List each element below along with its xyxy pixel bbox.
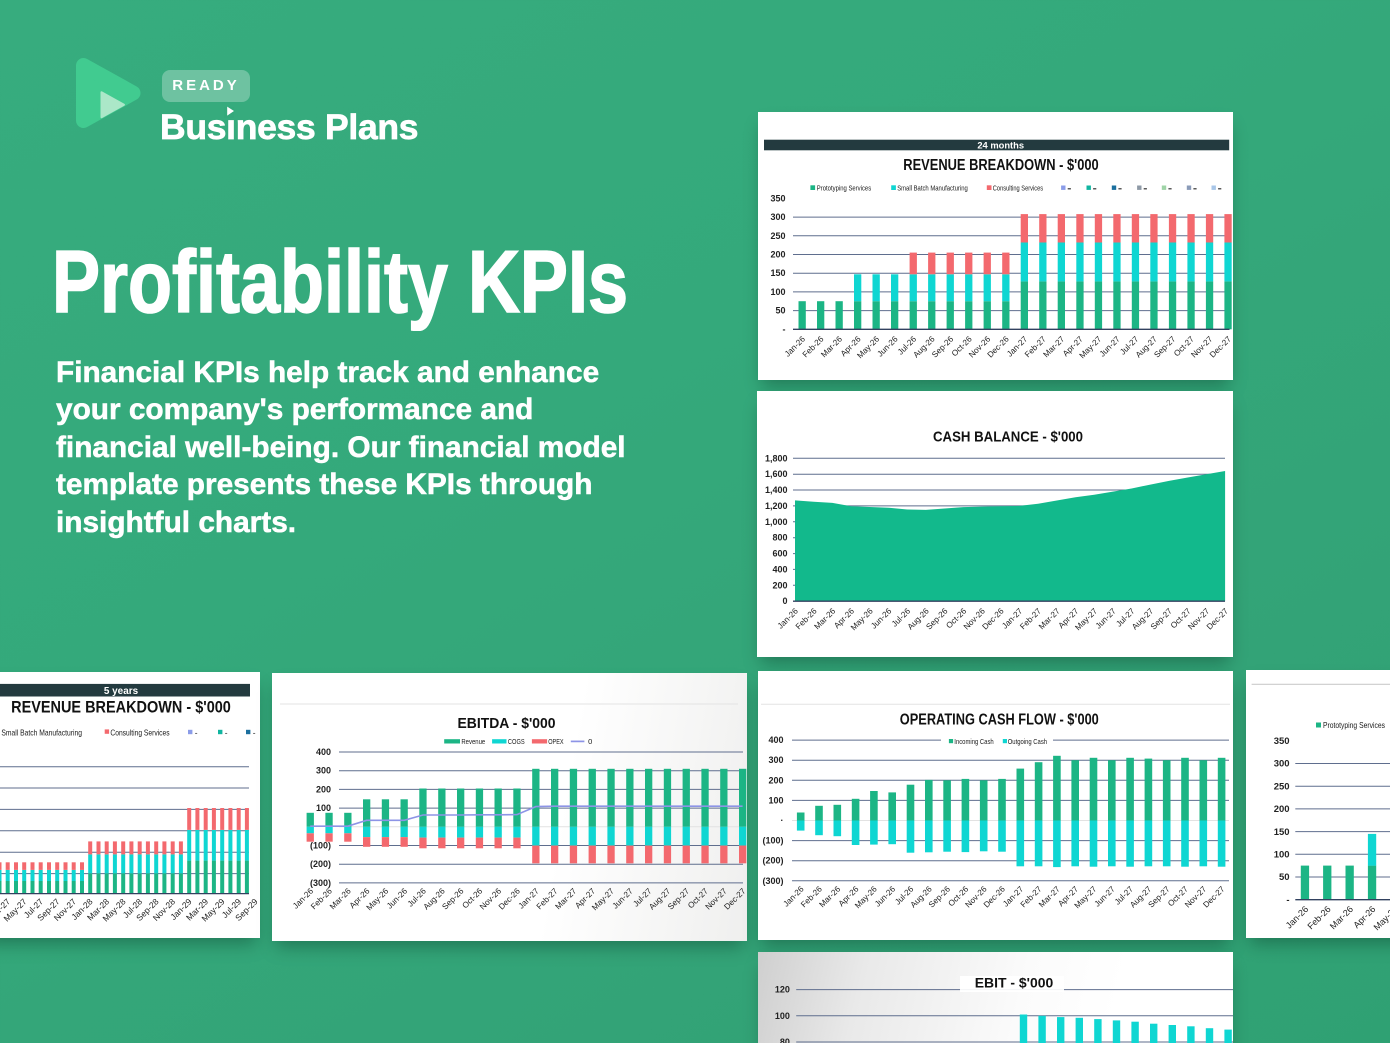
svg-text:Mar-27: Mar-27: [1037, 606, 1062, 631]
svg-text:-: -: [1287, 895, 1290, 906]
svg-text:REVENUE BREAKDOWN - $'000: REVENUE BREAKDOWN - $'000: [903, 157, 1098, 174]
svg-text:OPERATING CASH FLOW - $'000: OPERATING CASH FLOW - $'000: [900, 711, 1099, 728]
svg-text:Mar-27: Mar-27: [553, 886, 578, 911]
svg-text:Consulting Services: Consulting Services: [110, 728, 169, 738]
svg-text:Dec-26: Dec-26: [986, 334, 1011, 359]
svg-text:Sep-26: Sep-26: [924, 606, 949, 631]
svg-text:1,800: 1,800: [765, 453, 788, 463]
svg-text:Sep-26: Sep-26: [930, 334, 955, 359]
svg-text:Prototyping Services: Prototyping Services: [1323, 719, 1385, 729]
svg-text:Jun-27: Jun-27: [1098, 334, 1122, 358]
svg-text:1,200: 1,200: [765, 501, 788, 511]
svg-text:0: 0: [588, 737, 592, 746]
svg-text:Mar-26: Mar-26: [819, 334, 844, 359]
svg-text:100: 100: [1274, 849, 1290, 860]
svg-text:150: 150: [770, 268, 785, 278]
svg-text:300: 300: [315, 765, 330, 775]
svg-text:Small Batch Manufacturing: Small Batch Manufacturing: [897, 184, 968, 193]
svg-text:Sep-27: Sep-27: [1149, 606, 1174, 631]
svg-text:800: 800: [772, 533, 787, 543]
svg-text:400: 400: [315, 747, 330, 757]
svg-text:EBIT - $'000: EBIT - $'000: [975, 976, 1054, 991]
svg-text:Jun-26: Jun-26: [873, 884, 897, 908]
svg-text:(300): (300): [762, 875, 783, 885]
svg-text:600: 600: [772, 549, 787, 559]
svg-text:Jan-26: Jan-26: [1284, 904, 1311, 931]
svg-text:EBITDA - $'000: EBITDA - $'000: [457, 716, 555, 732]
svg-text:-: -: [195, 728, 198, 738]
svg-text:Outgoing Cash: Outgoing Cash: [1008, 736, 1047, 745]
svg-text:300: 300: [770, 212, 785, 222]
svg-text:50: 50: [1279, 872, 1290, 883]
svg-text:COGS: COGS: [507, 737, 524, 746]
svg-text:200: 200: [768, 775, 783, 785]
svg-text:100: 100: [768, 795, 783, 805]
svg-text:200: 200: [772, 580, 787, 590]
svg-text:Sep-27: Sep-27: [1152, 334, 1177, 359]
svg-text:300: 300: [1274, 758, 1290, 769]
svg-text:400: 400: [772, 564, 787, 574]
svg-text:Consulting Services: Consulting Services: [993, 184, 1043, 193]
svg-text:·: ·: [781, 815, 784, 825]
svg-text:Dec-27: Dec-27: [1205, 606, 1230, 631]
svg-text:300: 300: [768, 755, 783, 765]
svg-text:1,400: 1,400: [765, 485, 788, 495]
svg-text:Prototyping Services: Prototyping Services: [817, 184, 872, 193]
svg-text:50: 50: [775, 306, 785, 316]
svg-text:(100): (100): [309, 840, 330, 850]
svg-text:250: 250: [770, 231, 785, 241]
svg-text:24 months: 24 months: [977, 140, 1024, 151]
svg-text:200: 200: [1274, 804, 1290, 815]
svg-text:1,600: 1,600: [765, 469, 788, 479]
svg-text:Dec-26: Dec-26: [496, 886, 521, 911]
svg-text:Jun-27: Jun-27: [1094, 606, 1118, 630]
svg-text:CASH BALANCE - $'000: CASH BALANCE - $'000: [933, 428, 1083, 445]
svg-text:Small Batch Manufacturing: Small Batch Manufacturing: [1, 728, 82, 738]
svg-text:120: 120: [775, 985, 790, 995]
svg-text:Jun-26: Jun-26: [869, 606, 893, 630]
svg-text:350: 350: [1274, 736, 1290, 747]
svg-text:Dec-26: Dec-26: [981, 606, 1006, 631]
svg-text:250: 250: [1274, 781, 1290, 792]
svg-text:0: 0: [782, 596, 787, 606]
svg-text:Jun-27: Jun-27: [610, 886, 634, 910]
svg-text:-: -: [253, 728, 256, 738]
svg-text:Jun-26: Jun-26: [876, 334, 900, 358]
svg-text:200: 200: [770, 250, 785, 260]
svg-text:REVENUE BREAKDOWN - $'000: REVENUE BREAKDOWN - $'000: [11, 698, 231, 717]
svg-text:(100): (100): [762, 835, 783, 845]
svg-text:Sep-27: Sep-27: [666, 886, 691, 911]
svg-text:Mar-26: Mar-26: [818, 884, 843, 909]
svg-text:Feb-26: Feb-26: [1306, 904, 1333, 931]
svg-text:Revenue: Revenue: [461, 737, 485, 746]
svg-text:200: 200: [315, 784, 330, 794]
svg-text:100: 100: [770, 287, 785, 297]
svg-text:Mar-26: Mar-26: [813, 606, 838, 631]
svg-text:-: -: [225, 728, 228, 738]
svg-text:400: 400: [768, 735, 783, 745]
svg-text:(300): (300): [309, 877, 330, 887]
svg-text:5 years: 5 years: [104, 685, 138, 697]
svg-text:80: 80: [780, 1037, 790, 1043]
svg-text:100: 100: [775, 1011, 790, 1021]
svg-text:350: 350: [770, 193, 785, 203]
svg-text:Sep-26: Sep-26: [440, 886, 465, 911]
svg-text:(200): (200): [762, 855, 783, 865]
svg-text:Jun-27: Jun-27: [1093, 884, 1117, 908]
svg-text:Mar-26: Mar-26: [1328, 904, 1355, 931]
svg-text:Dec-27: Dec-27: [1208, 334, 1233, 359]
svg-text:Incoming Cash: Incoming Cash: [954, 736, 993, 745]
svg-text:Mar-27: Mar-27: [1042, 334, 1067, 359]
svg-text:(200): (200): [309, 859, 330, 869]
svg-text:Dec-27: Dec-27: [722, 886, 747, 911]
svg-text:Mar-26: Mar-26: [328, 886, 353, 911]
svg-text:150: 150: [1274, 826, 1290, 837]
svg-text:Mar-27: Mar-27: [1037, 884, 1062, 909]
svg-text:OPEX: OPEX: [548, 737, 563, 746]
svg-text:Jun-26: Jun-26: [385, 886, 409, 910]
svg-text:100: 100: [315, 803, 330, 813]
svg-text:1,000: 1,000: [765, 517, 788, 527]
svg-text:-: -: [783, 324, 786, 334]
